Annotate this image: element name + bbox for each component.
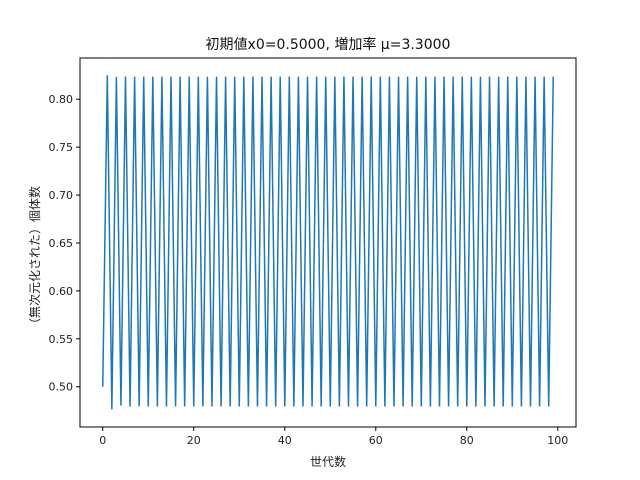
y-tick-label: 0.55 [49,333,74,346]
y-tick-label: 0.80 [49,93,74,106]
x-tick-label: 40 [278,434,292,447]
x-tick-label: 20 [187,434,201,447]
chart-title: 初期値x0=0.5000, 増加率 μ=3.3000 [206,36,451,53]
y-tick-label: 0.50 [49,381,74,394]
y-tick-label: 0.75 [49,141,74,154]
x-tick-label: 80 [460,434,474,447]
x-tick-label: 0 [99,434,106,447]
y-tick-label: 0.70 [49,189,74,202]
x-tick-label: 100 [547,434,568,447]
y-tick-label: 0.65 [49,237,74,250]
x-axis-ticks: 0 20 40 60 80 100 [99,427,568,447]
series-line [102,75,554,410]
x-axis-label: 世代数 [310,454,346,469]
y-axis-label: （無次元化された）個体数 [27,186,42,330]
x-tick-label: 60 [369,434,383,447]
plot-area [102,75,554,410]
y-axis-ticks: 0.50 0.55 0.60 0.65 0.70 0.75 0.80 [49,93,80,394]
y-tick-label: 0.60 [49,285,74,298]
axes-frame [79,57,577,428]
